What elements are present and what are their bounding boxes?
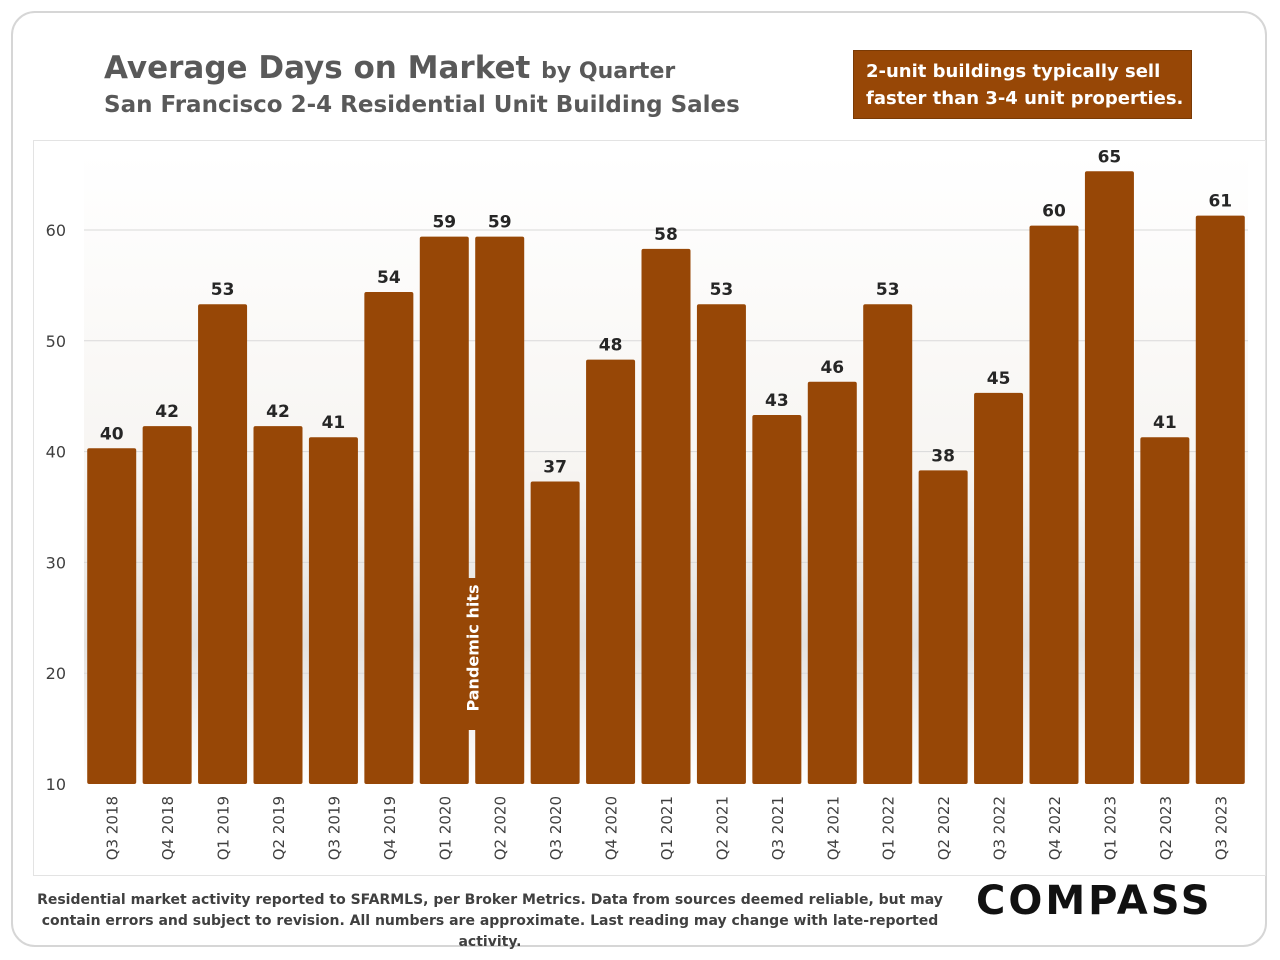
footnote-line-1: Residential market activity reported to … [37,892,943,908]
data-label: 60 [1042,202,1066,222]
data-label: 59 [488,213,512,233]
chart-subtitle: San Francisco 2-4 Residential Unit Build… [104,92,740,118]
x-tick-label: Q3 2020 [547,796,565,860]
x-tick-label: Q2 2020 [492,796,510,860]
x-tick-label: Q4 2022 [1046,796,1064,860]
bar [475,236,525,784]
bar [696,304,746,784]
x-tick-label: Q1 2019 [215,796,233,860]
chart-title-suffix: by Quarter [541,59,676,84]
bar [974,392,1024,784]
data-label: 45 [987,369,1011,389]
x-tick-label: Q4 2019 [381,796,399,860]
y-tick-label: 40 [46,443,66,462]
x-tick-label: Q1 2020 [436,796,454,860]
callout-box: 2-unit buildings typically sell faster t… [853,50,1192,119]
annotation-background [459,578,486,730]
plot-area-border [33,140,1266,876]
x-tick-label: Q3 2018 [104,796,122,860]
bar [863,304,913,784]
y-tick-label: 30 [46,553,66,572]
callout-line-2: faster than 3-4 unit properties. [866,88,1184,109]
data-label: 38 [931,446,955,466]
data-label: 53 [876,280,900,300]
x-tick-label: Q1 2021 [658,796,676,860]
footnote-line-2: contain errors and subject to revision. … [41,913,939,950]
data-label: 53 [211,280,235,300]
bar [1029,225,1079,784]
y-tick-label: 60 [46,221,66,240]
bar [87,448,137,784]
x-tick-label: Q2 2022 [935,796,953,860]
x-tick-label: Q3 2023 [1212,796,1230,860]
bar [641,248,691,784]
bar [530,481,580,784]
chart-title-text: Average Days on Market [104,50,531,86]
compass-logo: COMPASS [976,878,1213,924]
x-tick-label: Q1 2022 [880,796,898,860]
data-label: 42 [155,402,179,422]
data-label: 65 [1098,147,1122,167]
x-tick-label: Q4 2020 [603,796,621,860]
x-tick-label: Q3 2022 [991,796,1009,860]
data-label: 48 [599,336,623,356]
x-tick-label: Q4 2021 [824,796,842,860]
data-label: 54 [377,268,401,288]
bar [1195,215,1245,784]
data-label: 46 [820,358,844,378]
data-label: 41 [1153,413,1177,433]
data-label: 59 [432,213,456,233]
bar [1140,437,1190,784]
data-label: 43 [765,391,789,411]
chart-title: Average Days on Market by Quarter [104,50,675,86]
data-label: 42 [266,402,290,422]
bar [1084,171,1134,784]
data-label: 37 [543,458,567,478]
x-tick-label: Q3 2019 [325,796,343,860]
callout-line-1: 2-unit buildings typically sell [866,61,1161,82]
data-label: 41 [322,413,346,433]
x-tick-label: Q2 2021 [713,796,731,860]
bar [142,426,192,784]
data-label: 53 [710,280,734,300]
y-tick-label: 50 [46,332,66,351]
x-tick-label: Q2 2023 [1157,796,1175,860]
bar [253,426,303,784]
data-label: 61 [1208,192,1232,212]
bar [419,236,469,784]
bar [807,381,857,784]
y-tick-label: 10 [46,775,66,794]
bar [198,304,248,784]
bar [752,415,802,784]
data-label: 40 [100,424,124,444]
x-tick-label: Q3 2021 [769,796,787,860]
x-tick-label: Q1 2023 [1101,796,1119,860]
bar [308,437,358,784]
x-tick-label: Q4 2018 [159,796,177,860]
annotation-label: Pandemic hits [464,584,483,711]
y-tick-label: 20 [46,664,66,683]
x-tick-label: Q2 2019 [270,796,288,860]
bar [586,359,636,784]
bar [364,292,414,784]
data-label: 58 [654,225,678,245]
bar [918,470,968,784]
footnote: Residential market activity reported to … [30,890,950,953]
